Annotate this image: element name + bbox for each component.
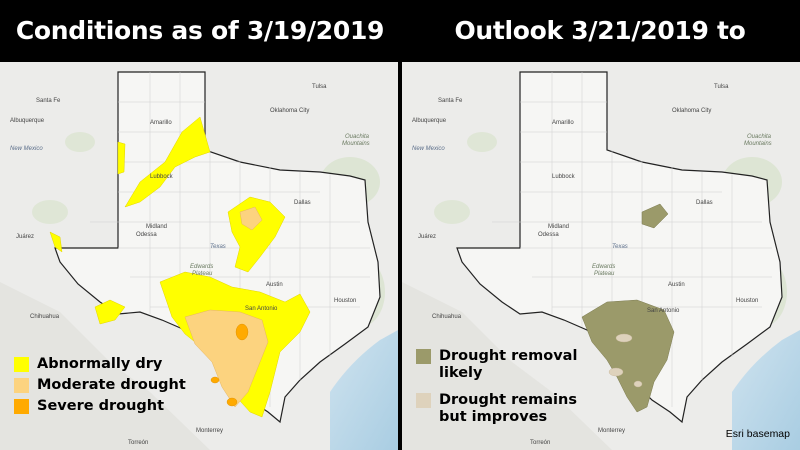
legend-item-severe-drought: Severe drought <box>14 398 186 415</box>
forest-patch <box>434 200 470 224</box>
severe-drought-areas <box>210 323 249 407</box>
legend-label: Drought remains but improves <box>439 392 577 425</box>
basemap-credit: Esri basemap <box>725 428 790 440</box>
legend-item-moderate-drought: Moderate drought <box>14 377 186 394</box>
label-mountains: Mountains <box>342 141 370 147</box>
county-lines <box>492 72 772 407</box>
conditions-legend: Abnormally dry Moderate drought Severe d… <box>14 356 186 419</box>
label-houston: Houston <box>334 298 356 304</box>
drought-removal-areas <box>581 203 675 413</box>
label-lubbock: Lubbock <box>552 174 576 180</box>
legend-label: Abnormally dry <box>37 356 163 372</box>
legend-swatch-drought-removal <box>416 349 431 364</box>
legend-label: Moderate drought <box>37 377 186 393</box>
label-oklahoma-city: Oklahoma City <box>270 108 309 114</box>
gulf-of-mexico <box>732 330 800 450</box>
forest-patch <box>65 132 95 152</box>
label-edwards: Edwards <box>190 264 213 270</box>
conditions-map: Santa Fe Albuquerque New Mexico Tulsa Ok… <box>0 62 398 450</box>
label-midland: Midland <box>146 224 167 230</box>
legend-swatch-moderate-drought <box>14 378 29 393</box>
label-midland: Midland <box>548 224 569 230</box>
label-texas: Texas <box>210 244 226 250</box>
gulf-of-mexico <box>330 330 398 450</box>
label-san-antonio: San Antonio <box>245 306 278 312</box>
label-mountains: Mountains <box>744 141 772 147</box>
label-dallas: Dallas <box>696 200 713 206</box>
legend-item-drought-improves: Drought remains but improves <box>416 392 586 426</box>
label-dallas: Dallas <box>294 200 311 206</box>
conditions-map-svg: Santa Fe Albuquerque New Mexico Tulsa Ok… <box>0 62 398 450</box>
label-santa-fe: Santa Fe <box>438 98 463 104</box>
label-plateau: Plateau <box>594 271 615 277</box>
label-plateau: Plateau <box>192 271 213 277</box>
label-santa-fe: Santa Fe <box>36 98 61 104</box>
label-albuquerque: Albuquerque <box>10 118 45 124</box>
label-torreon: Torreón <box>530 440 550 446</box>
label-ouachita: Ouachita <box>345 134 370 140</box>
label-ouachita: Ouachita <box>747 134 772 140</box>
label-juarez: Juárez <box>16 234 34 240</box>
label-houston: Houston <box>736 298 758 304</box>
label-new-mexico: New Mexico <box>412 146 445 152</box>
label-odessa: Odessa <box>538 232 559 238</box>
label-new-mexico: New Mexico <box>10 146 43 152</box>
label-albuquerque: Albuquerque <box>412 118 447 124</box>
label-amarillo: Amarillo <box>552 120 574 126</box>
label-edwards: Edwards <box>592 264 615 270</box>
drought-improves-areas <box>608 333 643 388</box>
forest-patch <box>467 132 497 152</box>
legend-swatch-abnormally-dry <box>14 357 29 372</box>
label-monterrey: Monterrey <box>196 428 223 434</box>
outlook-map-svg: Santa Fe Albuquerque New Mexico Tulsa Ok… <box>402 62 800 450</box>
label-austin: Austin <box>266 282 283 288</box>
label-austin: Austin <box>668 282 685 288</box>
label-tulsa: Tulsa <box>714 84 729 90</box>
label-san-antonio: San Antonio <box>647 308 680 314</box>
label-odessa: Odessa <box>136 232 157 238</box>
forest-patch <box>32 200 68 224</box>
outlook-legend: Drought removal likely Drought remains b… <box>416 348 586 430</box>
label-oklahoma-city: Oklahoma City <box>672 108 711 114</box>
legend-item-drought-removal: Drought removal likely <box>416 348 586 382</box>
legend-swatch-severe-drought <box>14 399 29 414</box>
label-tulsa: Tulsa <box>312 84 327 90</box>
legend-label: Severe drought <box>37 398 165 414</box>
legend-swatch-drought-improves <box>416 393 431 408</box>
label-lubbock: Lubbock <box>150 174 174 180</box>
label-torreon: Torreón <box>128 440 148 446</box>
mexico-land <box>0 282 210 450</box>
label-texas: Texas <box>612 244 628 250</box>
label-chihuahua: Chihuahua <box>432 314 462 320</box>
mexico-land <box>402 282 612 450</box>
label-juarez: Juárez <box>418 234 436 240</box>
legend-item-abnormally-dry: Abnormally dry <box>14 356 186 373</box>
legend-label: Drought removal likely <box>439 348 578 381</box>
label-chihuahua: Chihuahua <box>30 314 60 320</box>
left-panel-title: Conditions as of 3/19/2019 <box>15 16 385 45</box>
label-monterrey: Monterrey <box>598 428 625 434</box>
outlook-map: Santa Fe Albuquerque New Mexico Tulsa Ok… <box>402 62 800 450</box>
texas-outline <box>456 71 783 424</box>
right-panel-title: Outlook 3/21/2019 to 6/30/2019 <box>454 16 746 107</box>
label-amarillo: Amarillo <box>150 120 172 126</box>
